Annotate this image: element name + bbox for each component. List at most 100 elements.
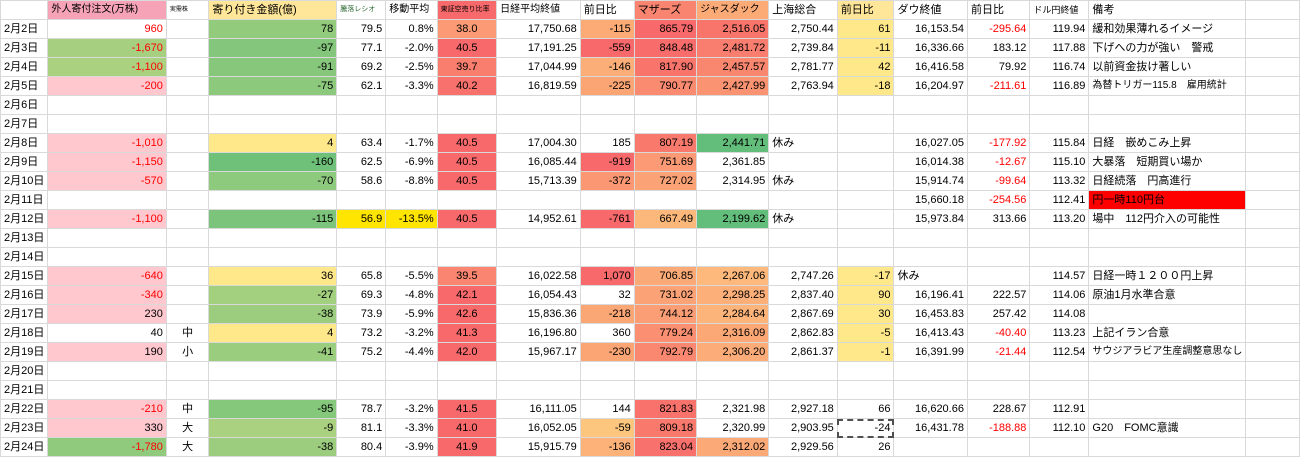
row-date[interactable]: 2月20日 <box>0 361 49 381</box>
row-date[interactable]: 2月13日 <box>0 228 49 248</box>
table-cell[interactable]: 2,316.09 <box>696 323 770 343</box>
table-cell[interactable]: 113.20 <box>1029 209 1090 229</box>
table-cell[interactable]: 16,111.05 <box>496 399 581 419</box>
table-cell[interactable]: 116.74 <box>1029 57 1090 77</box>
table-cell[interactable]: 58.6 <box>336 171 387 191</box>
table-cell[interactable]: 16,336.66 <box>893 38 968 58</box>
table-cell[interactable]: 56.9 <box>336 209 387 229</box>
column-header[interactable] <box>1245 0 1300 20</box>
table-cell[interactable]: 744.12 <box>633 304 698 324</box>
table-cell[interactable]: 40.5 <box>436 38 498 58</box>
table-cell[interactable]: 16,022.58 <box>496 266 581 286</box>
table-cell[interactable] <box>1088 228 1247 248</box>
table-cell[interactable]: 緩和効果薄れるイメージ <box>1088 19 1247 39</box>
column-header[interactable]: 備考 <box>1088 0 1247 20</box>
table-cell[interactable] <box>385 247 438 267</box>
table-cell[interactable]: 313.66 <box>966 209 1031 229</box>
row-date[interactable]: 2月21日 <box>0 380 49 400</box>
table-cell[interactable]: 114.08 <box>1029 304 1090 324</box>
table-cell[interactable]: -136 <box>579 437 635 457</box>
table-cell[interactable]: 848.48 <box>633 38 698 58</box>
table-cell[interactable]: 2,927.18 <box>768 399 838 419</box>
table-cell[interactable]: 休み <box>768 171 838 191</box>
table-cell[interactable] <box>1245 361 1300 381</box>
table-cell[interactable] <box>1088 95 1247 115</box>
table-cell[interactable] <box>436 247 498 267</box>
table-cell[interactable] <box>768 228 838 248</box>
table-cell[interactable] <box>768 114 838 134</box>
table-cell[interactable] <box>1245 285 1300 305</box>
column-header[interactable]: 前日比 <box>836 0 895 20</box>
table-cell[interactable] <box>1029 437 1090 457</box>
table-cell[interactable]: 中 <box>165 323 210 343</box>
table-cell[interactable]: 779.24 <box>633 323 698 343</box>
table-cell[interactable] <box>893 380 968 400</box>
table-cell[interactable]: 原油1月水準合意 <box>1088 285 1247 305</box>
table-cell[interactable] <box>1088 437 1247 457</box>
table-cell[interactable]: 2,929.56 <box>768 437 838 457</box>
row-date[interactable]: 2月3日 <box>0 38 49 58</box>
table-cell[interactable]: 41.5 <box>436 399 498 419</box>
table-cell[interactable]: 2,481.72 <box>696 38 770 58</box>
table-cell[interactable] <box>1088 361 1247 381</box>
table-cell[interactable]: 112.54 <box>1029 342 1090 362</box>
table-cell[interactable]: 40.5 <box>436 133 498 153</box>
column-header[interactable]: ドル円終値 <box>1029 0 1090 20</box>
table-cell[interactable]: 112.91 <box>1029 399 1090 419</box>
table-cell[interactable] <box>893 95 968 115</box>
table-cell[interactable] <box>1245 57 1300 77</box>
table-cell[interactable] <box>1245 247 1300 267</box>
table-cell[interactable] <box>165 76 210 96</box>
table-cell[interactable]: 15,915.79 <box>496 437 581 457</box>
table-cell[interactable]: 62.5 <box>336 152 387 172</box>
table-cell[interactable] <box>768 247 838 267</box>
column-header[interactable]: ジャスダック <box>696 0 770 20</box>
table-cell[interactable] <box>836 133 895 153</box>
column-header[interactable]: 実需株 <box>165 0 210 20</box>
table-cell[interactable]: 69.3 <box>336 285 387 305</box>
table-cell[interactable]: 15,967.17 <box>496 342 581 362</box>
table-cell[interactable] <box>1245 38 1300 58</box>
table-cell[interactable] <box>696 228 770 248</box>
table-cell[interactable]: 115.84 <box>1029 133 1090 153</box>
table-cell[interactable] <box>1245 133 1300 153</box>
table-cell[interactable] <box>436 228 498 248</box>
table-cell[interactable] <box>1245 437 1300 457</box>
table-cell[interactable]: 26 <box>836 437 895 457</box>
table-cell[interactable] <box>385 114 438 134</box>
table-cell[interactable]: 16,052.05 <box>496 418 581 438</box>
table-cell[interactable] <box>836 247 895 267</box>
table-cell[interactable]: -1,100 <box>47 57 167 77</box>
table-cell[interactable] <box>47 95 167 115</box>
table-cell[interactable] <box>1088 380 1247 400</box>
table-cell[interactable]: 休み <box>768 209 838 229</box>
table-cell[interactable]: 751.69 <box>633 152 698 172</box>
table-cell[interactable]: 16,204.97 <box>893 76 968 96</box>
table-cell[interactable]: -9 <box>208 418 338 438</box>
table-cell[interactable] <box>385 190 438 210</box>
table-cell[interactable] <box>165 285 210 305</box>
table-cell[interactable]: 2,441.71 <box>696 133 770 153</box>
table-cell[interactable] <box>165 209 210 229</box>
row-date[interactable]: 2月11日 <box>0 190 49 210</box>
table-cell[interactable]: 場中 112円介入の可能性 <box>1088 209 1247 229</box>
table-cell[interactable] <box>47 190 167 210</box>
table-cell[interactable]: -8.8% <box>385 171 438 191</box>
table-cell[interactable]: -40.40 <box>966 323 1031 343</box>
table-cell[interactable]: 117.88 <box>1029 38 1090 58</box>
row-date[interactable]: 2月22日 <box>0 399 49 419</box>
table-cell[interactable]: -2.5% <box>385 57 438 77</box>
table-cell[interactable]: 114.57 <box>1029 266 1090 286</box>
table-cell[interactable]: 809.18 <box>633 418 698 438</box>
table-cell[interactable]: 792.79 <box>633 342 698 362</box>
table-cell[interactable] <box>165 304 210 324</box>
table-cell[interactable]: 2,861.37 <box>768 342 838 362</box>
table-cell[interactable] <box>893 437 968 457</box>
table-cell[interactable]: -59 <box>579 418 635 438</box>
table-cell[interactable]: 2,427.99 <box>696 76 770 96</box>
table-cell[interactable]: G20 FOMC意識 <box>1088 418 1247 438</box>
table-cell[interactable] <box>47 114 167 134</box>
row-date[interactable]: 2月14日 <box>0 247 49 267</box>
table-cell[interactable]: -919 <box>579 152 635 172</box>
table-cell[interactable]: 1,070 <box>579 266 635 286</box>
